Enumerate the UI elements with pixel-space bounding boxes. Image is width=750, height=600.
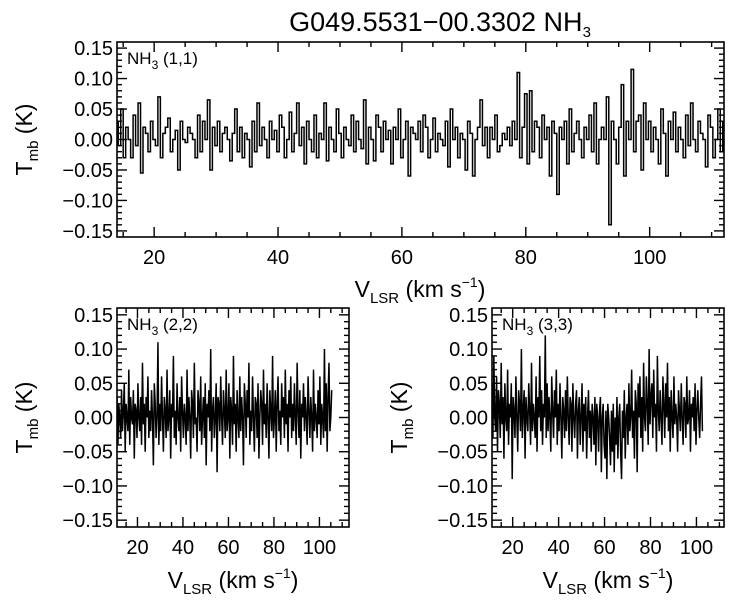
y-tick-label: 0.15 bbox=[74, 38, 113, 60]
panel-1: 20 40 60 80 100 −0.15 −0.10 −0.05 0.00 0.05 0.10 0.… bbox=[11, 38, 725, 307]
x-axis-label: VLSR (km s−1) bbox=[355, 274, 486, 307]
y-tick-label: −0.10 bbox=[62, 190, 113, 212]
y-tick-label: 0.10 bbox=[449, 339, 488, 361]
y-tick-label: 0.00 bbox=[449, 408, 488, 430]
x-tick-label: 40 bbox=[547, 537, 569, 559]
y-tick-label: −0.10 bbox=[437, 476, 488, 498]
spectrum-trace-3 bbox=[492, 335, 704, 480]
x-tick-label: 40 bbox=[172, 537, 194, 559]
y-tick-label: 0.05 bbox=[449, 373, 488, 395]
x-tick-label: 100 bbox=[303, 537, 336, 559]
y-tick-label: −0.05 bbox=[62, 160, 113, 182]
y-tick-label: −0.15 bbox=[62, 221, 113, 243]
spectrum-trace-1 bbox=[117, 68, 724, 226]
y-tick-label: −0.05 bbox=[62, 442, 113, 464]
x-tick-label: 40 bbox=[267, 247, 289, 269]
x-tick-label: 20 bbox=[126, 537, 148, 559]
x-tick-label: 60 bbox=[391, 247, 413, 269]
y-tick-label: −0.05 bbox=[437, 442, 488, 464]
y-tick-label: 0.05 bbox=[74, 99, 113, 121]
y-tick-label: 0.15 bbox=[74, 305, 113, 327]
figure-title: G049.5531−00.3302 NH3 bbox=[289, 7, 591, 41]
y-axis-label: Tmb (K) bbox=[11, 104, 42, 176]
panel-3: 20 40 60 80 100 −0.15 −0.10 −0.05 0.00 0.05 0.10 0.… bbox=[386, 305, 725, 598]
spectrum-trace-2 bbox=[117, 342, 333, 473]
y-axis-label: Tmb (K) bbox=[11, 382, 42, 454]
panel-label: NH3 (1,1) bbox=[127, 49, 198, 72]
y-tick-label: 0.15 bbox=[449, 305, 488, 327]
y-tick-label: −0.10 bbox=[62, 476, 113, 498]
x-tick-label: 80 bbox=[639, 537, 661, 559]
y-tick-label: 0.00 bbox=[74, 130, 113, 152]
y-tick-label: −0.15 bbox=[437, 510, 488, 532]
panel-2: 20 40 60 80 100 −0.15 −0.10 −0.05 0.00 0.05 0.10 0.… bbox=[11, 305, 350, 598]
y-tick-label: 0.05 bbox=[74, 373, 113, 395]
y-tick-label: 0.10 bbox=[74, 69, 113, 91]
y-tick-label: −0.15 bbox=[62, 510, 113, 532]
x-tick-label: 80 bbox=[515, 247, 537, 269]
panel-label: NH3 (3,3) bbox=[502, 315, 573, 338]
panel-label: NH3 (2,2) bbox=[127, 315, 198, 338]
x-tick-label: 20 bbox=[143, 247, 165, 269]
x-tick-label: 60 bbox=[593, 537, 615, 559]
x-axis-label: VLSR (km s−1) bbox=[543, 565, 674, 598]
x-tick-label: 100 bbox=[680, 537, 713, 559]
y-tick-label: 0.10 bbox=[74, 339, 113, 361]
y-axis-label: Tmb (K) bbox=[386, 382, 417, 454]
y-tick-label: 0.00 bbox=[74, 408, 113, 430]
x-tick-label: 20 bbox=[502, 537, 524, 559]
x-tick-label: 100 bbox=[633, 247, 666, 269]
x-tick-label: 80 bbox=[263, 537, 285, 559]
x-tick-label: 60 bbox=[217, 537, 239, 559]
x-axis-label: VLSR (km s−1) bbox=[168, 565, 299, 598]
